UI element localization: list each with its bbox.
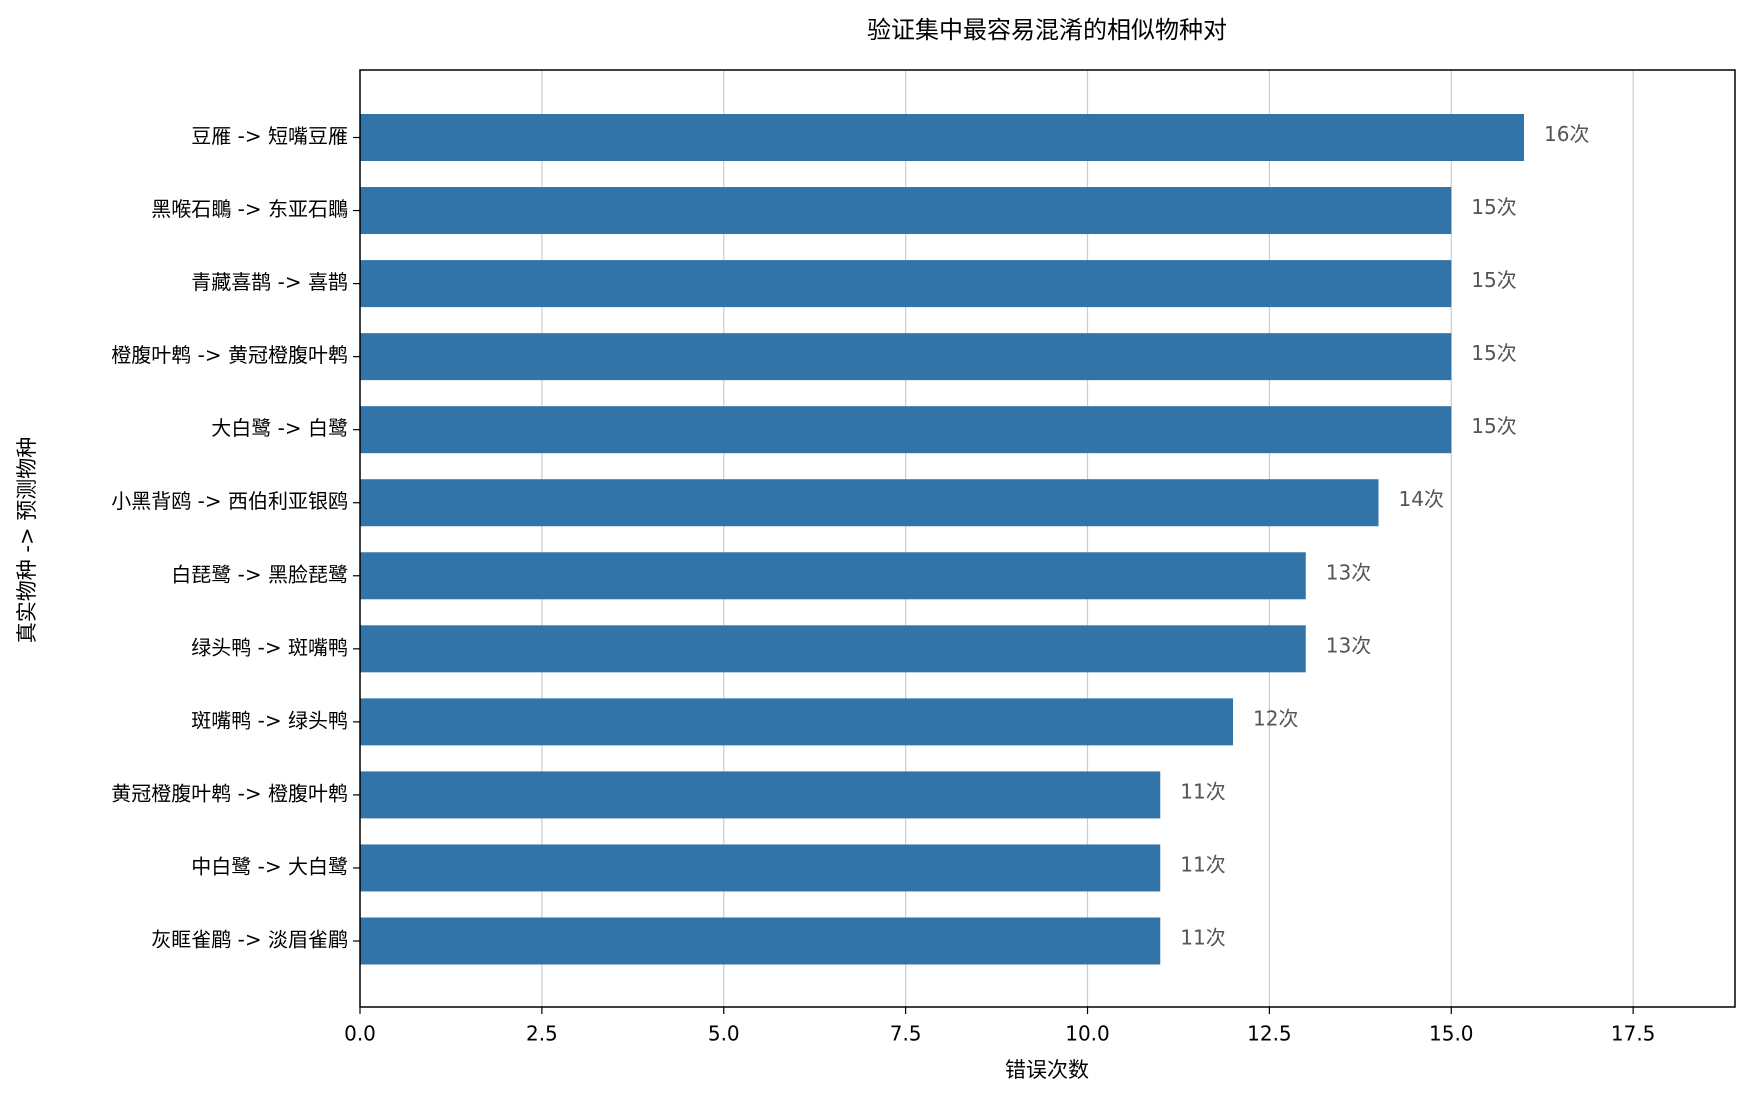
y-tick-label: 豆雁 -> 短嘴豆雁 (191, 124, 348, 148)
plot-frame (359, 69, 1736, 1008)
bar (360, 771, 1161, 819)
bar (360, 552, 1306, 600)
value-label: 16次 (1544, 122, 1589, 146)
x-tick-label: 17.5 (1611, 1022, 1656, 1046)
y-tick-label: 绿头鸭 -> 斑嘴鸭 (191, 635, 348, 659)
value-label: 15次 (1471, 268, 1516, 292)
value-label: 14次 (1399, 487, 1444, 511)
value-label: 11次 (1180, 926, 1225, 950)
y-axis-label: 真实物种 -> 预测物种 (15, 437, 39, 644)
y-tick-label: 中白鹭 -> 大白鹭 (191, 854, 348, 878)
value-label: 12次 (1253, 706, 1298, 730)
y-tick-label: 黄冠橙腹叶鹎 -> 橙腹叶鹎 (111, 781, 348, 805)
bar (360, 844, 1161, 892)
value-label: 15次 (1471, 341, 1516, 365)
value-label: 13次 (1326, 633, 1371, 657)
y-tick-label: 橙腹叶鹎 -> 黄冠橙腹叶鹎 (111, 343, 348, 367)
bar (360, 114, 1525, 161)
y-tick-label: 斑嘴鸭 -> 绿头鸭 (191, 708, 348, 732)
value-label: 15次 (1471, 195, 1516, 219)
bar (360, 187, 1452, 235)
value-label: 11次 (1180, 852, 1225, 876)
chart-title: 验证集中最容易混淆的相似物种对 (867, 16, 1227, 44)
x-tick-label: 10.0 (1065, 1022, 1110, 1046)
bar (360, 260, 1452, 308)
y-tick-label: 大白鹭 -> 白鹭 (211, 416, 348, 440)
x-tick-label: 5.0 (708, 1022, 740, 1046)
value-label: 13次 (1326, 560, 1371, 584)
x-tick-label: 15.0 (1429, 1022, 1474, 1046)
x-axis-label: 错误次数 (1005, 1058, 1089, 1082)
x-tick-label: 12.5 (1247, 1022, 1292, 1046)
bar (360, 625, 1306, 673)
y-tick-label: 青藏喜鹊 -> 喜鹊 (191, 270, 348, 294)
bar (360, 406, 1452, 454)
x-tick-label: 2.5 (526, 1022, 558, 1046)
y-tick-label: 白琵鹭 -> 黑脸琵鹭 (171, 562, 348, 586)
bar (360, 333, 1452, 381)
value-label: 11次 (1180, 779, 1225, 803)
x-tick-label: 0.0 (344, 1022, 376, 1046)
y-tick-label: 小黑背鸥 -> 西伯利亚银鸥 (111, 489, 348, 513)
bar (360, 917, 1161, 965)
bar (360, 698, 1234, 746)
bar (360, 479, 1379, 527)
y-tick-label: 灰眶雀鹛 -> 淡眉雀鹛 (151, 928, 348, 952)
x-tick-label: 7.5 (890, 1022, 922, 1046)
y-tick-label: 黑喉石䳭 -> 东亚石䳭 (151, 197, 348, 221)
value-label: 15次 (1471, 414, 1516, 438)
